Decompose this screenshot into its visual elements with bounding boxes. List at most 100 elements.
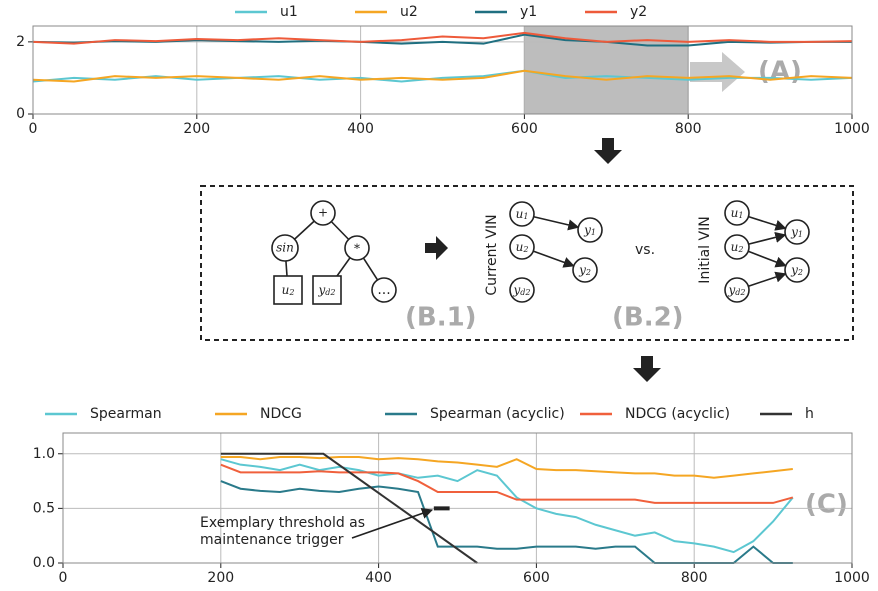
label-b1: (B.1) [405,303,477,333]
diagram-box [200,185,854,341]
vin-node-label: y1 [583,223,596,238]
y-tick-label: 0.5 [33,500,55,516]
tree-node: u2 [282,283,295,298]
vin-node-sub: 1 [798,230,803,239]
x-tick-label: 0 [29,121,38,137]
x-tick-label: 400 [347,121,374,137]
series-line [32,69,853,83]
vin-node-base: y [790,225,798,239]
vin-node-base: y [583,223,591,237]
annotation-text: maintenance trigger [200,532,344,548]
plot-frame [32,25,853,115]
x-tick-label: 600 [523,570,550,586]
vin-node-sub: 2 [522,245,528,254]
vin-node [784,257,810,283]
vin-node-label: yd2 [513,283,531,298]
legend-label: NDCG (acyclic) [625,406,730,422]
series-line [220,456,793,479]
series-line [220,463,794,504]
vin-node-base: y [513,283,521,297]
x-tick-label: 200 [183,121,210,137]
vin-node-base: y [578,263,586,277]
vin-node-sub: 2 [797,268,803,277]
series-line [32,31,853,45]
legend-label: Spearman [90,406,162,422]
vin-node [577,217,603,243]
vin-node-sub: 2 [737,245,743,254]
vin-node-label: y1 [790,225,803,240]
vin-node-base: u [516,207,524,221]
vin-node [509,234,535,260]
tree-node: + [318,206,328,220]
annotation-arrow [351,508,434,539]
annotation-text: Exemplary threshold as [200,515,365,531]
legend-label: y2 [630,4,647,20]
vin-node [724,234,750,260]
x-tick-label: 400 [365,570,392,586]
label-b2: (B.2) [612,303,684,333]
vin-node [572,257,598,283]
vin-node-label: yd2 [728,283,746,298]
x-tick-label: 0 [59,570,68,586]
vin-node-sub: 2 [585,268,591,277]
vin-node-sub: 1 [523,212,528,221]
vin-node-base: u [731,206,739,220]
vin-edge [748,215,787,231]
legend-label: u2 [400,4,418,20]
legend-label: NDCG [260,406,302,422]
label-c: (C) [805,490,848,520]
vin-node-base: y [728,283,736,297]
legend-label: h [805,406,814,422]
vin-node-label: u2 [731,240,744,255]
tree-node: yd2 [318,283,336,298]
vin-node-sub: d2 [735,288,745,297]
vs: vs. [635,242,655,258]
vin-node-sub: 1 [591,228,596,237]
vin-edge [532,250,575,268]
x-tick-label: 800 [675,121,702,137]
x-tick-label: 800 [681,570,708,586]
vin-node-sub: d2 [520,288,530,297]
y-tick-label: 0 [16,106,25,122]
vin-node-sub: 1 [738,211,743,220]
plot-frame [62,432,853,564]
vin-node [724,277,750,303]
down-arrow [633,356,661,382]
vin-edge [748,231,787,245]
expression-tree: + sin * u2 yd2 ... [271,200,397,305]
vin-node [509,277,535,303]
vin-edge [747,250,787,268]
arrow-a [690,52,745,92]
series-line [220,452,478,564]
x-tick-label: 200 [207,570,234,586]
vin-node-label: u2 [516,240,529,255]
vin-node-label: y2 [578,263,591,278]
legend-label: Spearman (acyclic) [430,406,565,422]
vin-title: Current VIN [484,214,500,295]
arrow [425,236,448,260]
vin-node [509,201,535,227]
label-a: (A) [758,57,802,87]
vin-node [724,200,750,226]
tree-node: ... [377,282,390,298]
vin-edge [533,215,580,231]
vin-node-base: u [731,240,739,254]
down-arrow [594,138,622,164]
vin-node-base: y [790,263,798,277]
vin-node [784,219,810,245]
highlight-span [523,25,689,115]
vin-edge [748,271,787,287]
legend-label: u1 [280,4,298,20]
legend-label: y1 [520,4,537,20]
y-tick-label: 0.0 [33,555,55,571]
y-tick-label: 1.0 [33,446,55,462]
vin-node-label: u1 [516,207,529,222]
vin-title: Initial VIN [697,216,713,283]
series-line [220,458,794,554]
x-tick-label: 1000 [834,121,870,137]
vin-node-label: u1 [731,206,744,221]
tree-node: * [354,242,360,256]
x-tick-label: 600 [511,121,538,137]
